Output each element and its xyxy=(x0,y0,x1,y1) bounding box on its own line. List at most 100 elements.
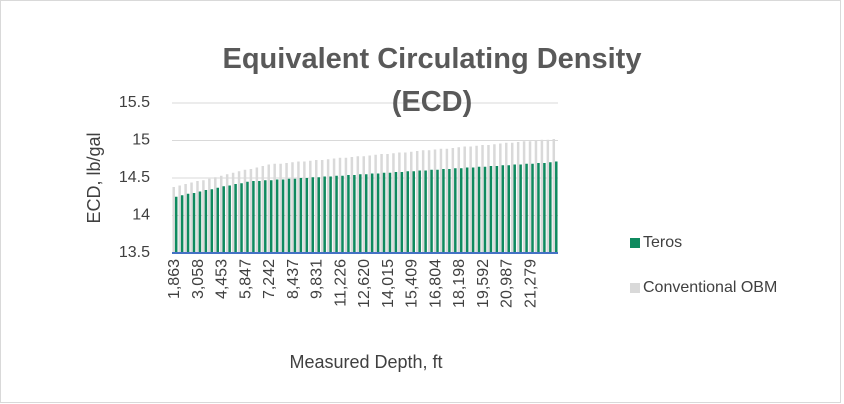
bar xyxy=(513,164,516,253)
bar xyxy=(534,140,538,253)
bar xyxy=(317,177,320,253)
bar xyxy=(347,175,350,253)
bar xyxy=(386,154,389,253)
bar xyxy=(483,166,487,253)
bar xyxy=(374,154,377,253)
bar xyxy=(249,169,253,253)
y-tick-label: 15.5 xyxy=(119,94,150,111)
bar xyxy=(404,152,407,253)
bar xyxy=(552,139,556,253)
bar xyxy=(489,166,493,253)
bar xyxy=(353,175,356,253)
legend-swatch xyxy=(630,238,640,248)
bar xyxy=(246,181,249,253)
bar xyxy=(273,163,276,253)
bar xyxy=(451,148,455,253)
bar xyxy=(421,150,425,253)
x-tick-label: 5,847 xyxy=(237,259,254,299)
bar xyxy=(418,170,421,253)
bar xyxy=(370,173,374,253)
bar xyxy=(410,151,413,253)
bar xyxy=(303,161,306,253)
bar xyxy=(445,148,449,253)
bar xyxy=(350,157,354,253)
y-tick-label: 14.5 xyxy=(119,169,150,186)
bar xyxy=(329,176,332,253)
bar xyxy=(299,178,303,253)
bar xyxy=(394,172,398,253)
x-tick-label: 15,409 xyxy=(404,259,421,308)
bar xyxy=(380,154,383,253)
bar xyxy=(531,163,534,253)
bar xyxy=(525,163,528,253)
bar xyxy=(222,186,225,253)
bar xyxy=(376,173,380,253)
bar xyxy=(178,185,181,253)
bar xyxy=(192,193,196,253)
bar xyxy=(293,178,297,253)
bar xyxy=(528,141,532,253)
bar xyxy=(442,169,445,253)
bar xyxy=(180,195,184,253)
bar xyxy=(285,163,288,253)
x-tick-label: 21,279 xyxy=(522,259,539,308)
chart-title: Equivalent Circulating Density (ECD) xyxy=(222,43,642,118)
bar xyxy=(240,183,243,253)
bar xyxy=(208,178,211,253)
bar xyxy=(537,163,540,253)
x-tick-label: 14,015 xyxy=(380,259,397,308)
bar xyxy=(172,187,175,253)
bar xyxy=(219,175,223,253)
bar xyxy=(481,145,484,253)
bar xyxy=(196,181,199,253)
bar xyxy=(341,175,344,253)
y-tick-label: 14 xyxy=(132,207,150,224)
bar xyxy=(359,174,362,253)
bar xyxy=(448,169,451,253)
y-axis-title: ECD, lb/gal xyxy=(84,132,104,223)
legend-label: Conventional OBM xyxy=(643,279,777,296)
bar xyxy=(546,139,550,253)
bar xyxy=(424,170,427,253)
bar xyxy=(406,171,410,253)
bar xyxy=(267,164,270,253)
bar xyxy=(214,177,217,253)
bar xyxy=(469,146,472,253)
bar xyxy=(287,178,291,253)
bar xyxy=(174,196,178,253)
bar xyxy=(477,166,481,253)
bar xyxy=(457,147,461,253)
bar xyxy=(430,169,433,253)
bar xyxy=(261,166,265,253)
bar xyxy=(198,191,202,253)
bar xyxy=(225,174,229,253)
legend-label: Teros xyxy=(643,234,682,251)
x-tick-label: 19,592 xyxy=(475,259,492,308)
bar xyxy=(368,155,371,253)
bar xyxy=(433,149,437,253)
bar xyxy=(499,143,502,253)
bar xyxy=(510,142,514,253)
bar xyxy=(382,172,386,253)
bar xyxy=(264,180,267,253)
bar xyxy=(326,159,330,253)
bar xyxy=(184,184,187,253)
bar xyxy=(320,160,324,253)
x-tick-label: 1,863 xyxy=(166,259,183,299)
bar xyxy=(493,144,496,253)
bar xyxy=(495,166,499,253)
x-tick-label: 7,242 xyxy=(261,259,278,299)
bar xyxy=(415,151,419,253)
bar xyxy=(436,169,439,253)
bar xyxy=(400,172,404,253)
y-tick-label: 15 xyxy=(132,132,150,149)
x-axis-title: Measured Depth, ft xyxy=(289,352,442,372)
bar xyxy=(281,179,285,253)
bar xyxy=(243,169,247,253)
x-tick-label: 18,198 xyxy=(451,259,468,308)
bar xyxy=(335,175,338,253)
bar xyxy=(258,181,261,253)
x-tick-label: 20,987 xyxy=(499,259,516,308)
